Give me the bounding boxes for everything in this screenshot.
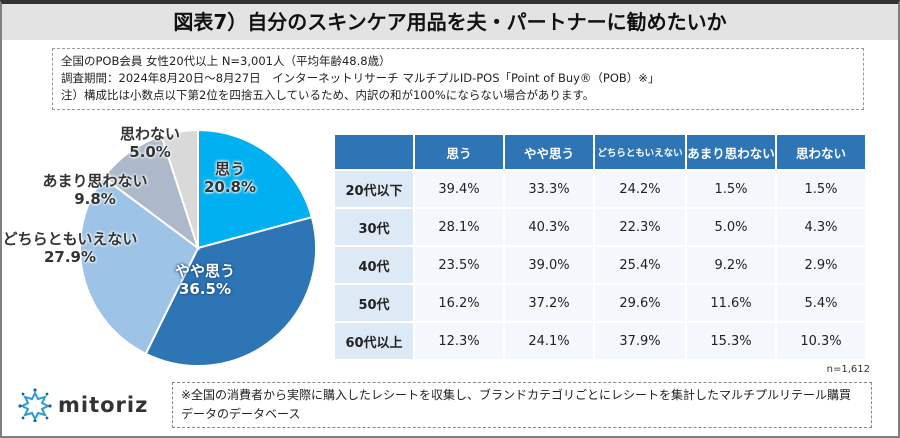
note-line: 注）構成比は小数点以下第2位を四捨五入しているため、内訳の和が100%にならない… — [61, 88, 595, 102]
table-cell: 33.3% — [505, 171, 593, 207]
survey-notes: 全国のPOB会員 女性20代以上 N=3,001人（平均年齢48.8歳） 調査期… — [52, 48, 864, 110]
table-cell: 24.2% — [595, 171, 685, 207]
pie-label-value: 20.8% — [203, 178, 257, 196]
table-cell: 39.0% — [505, 247, 593, 283]
table-cell: 1.5% — [687, 171, 775, 207]
pie-label-value: 9.8% — [74, 190, 116, 208]
logo-text: mitoriz — [58, 393, 149, 417]
pie-label-value: 5.0% — [129, 143, 171, 161]
table-cell: 1.5% — [777, 171, 865, 207]
column-header: あまり思わない — [687, 135, 775, 169]
pie-label-category: 思わない — [119, 125, 180, 143]
table-row: 40代 23.5% 39.0% 25.4% 9.2% 2.9% — [335, 247, 865, 283]
table-cell: 37.9% — [595, 323, 685, 359]
table-row: 30代 28.1% 40.3% 22.3% 5.0% 4.3% — [335, 209, 865, 245]
table-cell: 39.4% — [415, 171, 503, 207]
table-cell: 10.3% — [777, 323, 865, 359]
pie-slice — [160, 128, 199, 249]
row-header: 30代 — [335, 209, 413, 245]
row-header: 20代以下 — [335, 171, 413, 207]
table-cell: 23.5% — [415, 247, 503, 283]
pie-slice — [102, 134, 200, 251]
age-table: 思う やや思う どちらともいえない あまり思わない 思わない 20代以下 39.4% 33.… — [333, 133, 867, 361]
pie-chart — [79, 128, 317, 367]
note-line: 全国のPOB会員 女性20代以上 N=3,001人（平均年齢48.8歳） — [61, 54, 391, 68]
table-cell: 11.6% — [687, 285, 775, 321]
pie-label-value: 27.9% — [43, 248, 97, 266]
pie-label-category: あまり思わない — [42, 172, 148, 190]
pie-label: あまり思わない 9.8% — [15, 172, 175, 208]
table-cell: 40.3% — [505, 209, 593, 245]
column-header: やや思う — [505, 135, 593, 169]
mitoriz-logo-icon — [18, 388, 52, 422]
column-header: どちらともいえない — [595, 135, 685, 169]
pie-slice — [197, 128, 314, 250]
column-header: 思わない — [777, 135, 865, 169]
pie-slice — [79, 176, 200, 356]
table-cell: 29.6% — [595, 285, 685, 321]
sample-size: n=1,612 — [826, 364, 870, 375]
table-cell: 25.4% — [595, 247, 685, 283]
pie-label: どちらともいえない 27.9% — [0, 230, 150, 266]
pie-label: やや思う 36.5% — [125, 262, 285, 298]
pie-slice — [144, 215, 317, 367]
table-row: 20代以下 39.4% 33.3% 24.2% 1.5% 1.5% — [335, 171, 865, 207]
column-header — [335, 135, 413, 169]
table-cell: 16.2% — [415, 285, 503, 321]
row-header: 60代以上 — [335, 323, 413, 359]
pie-label-category: 思う — [214, 160, 245, 178]
table-cell: 9.2% — [687, 247, 775, 283]
table-cell: 24.1% — [505, 323, 593, 359]
table-cell: 37.2% — [505, 285, 593, 321]
pie-label-category: どちらともいえない — [2, 230, 138, 248]
row-header: 50代 — [335, 285, 413, 321]
logo: mitoriz — [18, 388, 148, 422]
row-header: 40代 — [335, 247, 413, 283]
pie-label-value: 36.5% — [178, 280, 232, 298]
pie-label-category: やや思う — [174, 262, 235, 280]
table-cell: 12.3% — [415, 323, 503, 359]
note-line: 調査期間：2024年8月20日～8月27日 インターネットリサーチ マルチプルI… — [61, 71, 660, 85]
page-title: 図表7）自分のスキンケア用品を夫・パートナーに勧めたいか — [2, 4, 898, 40]
table-cell: 2.9% — [777, 247, 865, 283]
table-row: 60代以上 12.3% 24.1% 37.9% 15.3% 10.3% — [335, 323, 865, 359]
table-cell: 15.3% — [687, 323, 775, 359]
table-cell: 22.3% — [595, 209, 685, 245]
table-cell: 5.4% — [777, 285, 865, 321]
table-cell: 28.1% — [415, 209, 503, 245]
column-header: 思う — [415, 135, 503, 169]
table-row: 50代 16.2% 37.2% 29.6% 11.6% 5.4% — [335, 285, 865, 321]
pie-label: 思う 20.8% — [150, 160, 310, 196]
table-cell: 5.0% — [687, 209, 775, 245]
table-cell: 4.3% — [777, 209, 865, 245]
pie-label: 思わない 5.0% — [70, 125, 230, 161]
footnote: ※全国の消費者から実際に購入したレシートを収集し、ブランドカテゴリごとにレシート… — [172, 382, 872, 428]
